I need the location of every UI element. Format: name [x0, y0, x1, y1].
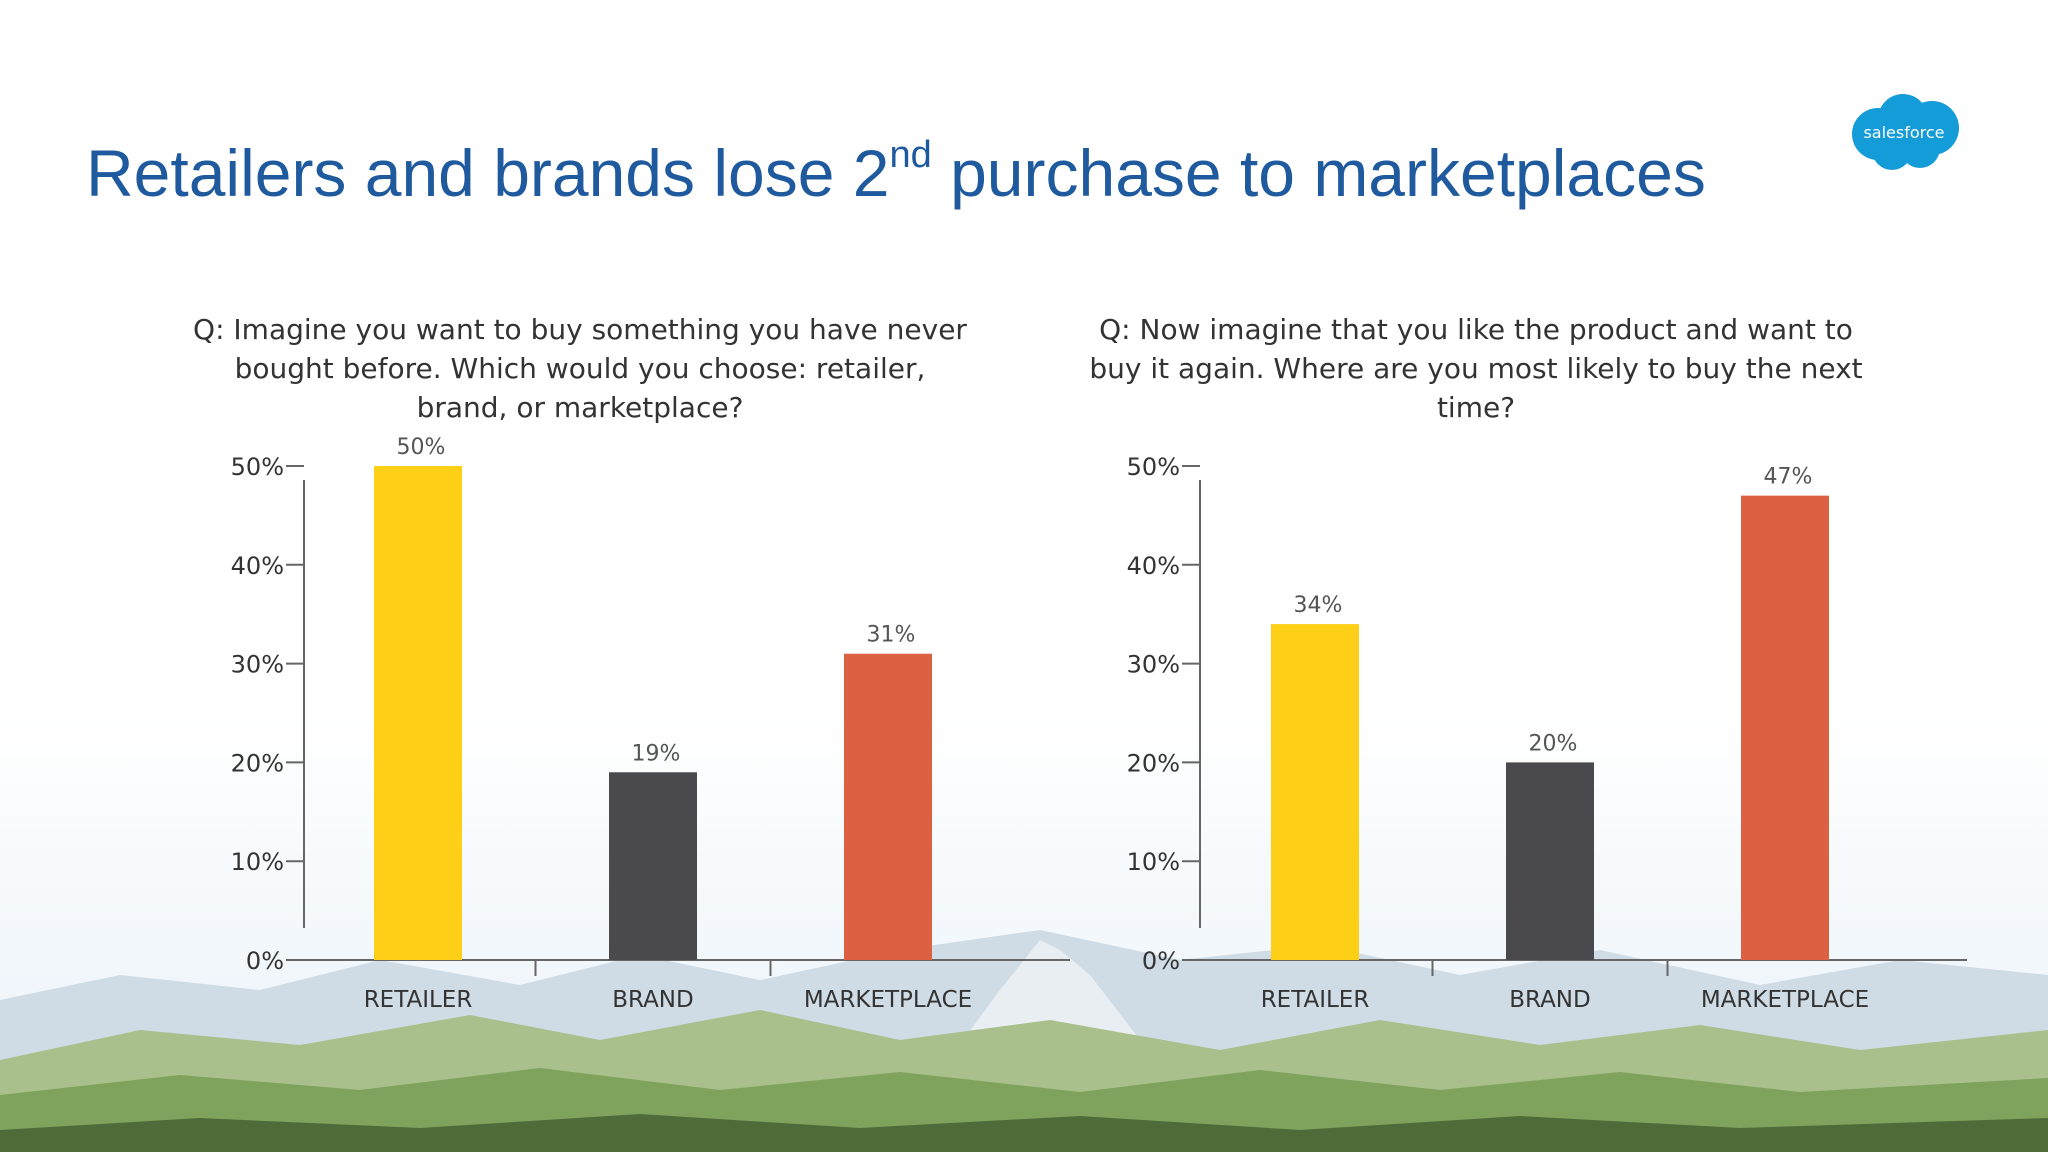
salesforce-logo: salesforce [1852, 94, 1959, 170]
bar-retailer [374, 466, 462, 960]
bar-marketplace [844, 653, 932, 960]
y-tick-label: 20% [1127, 749, 1180, 777]
data-label: 50% [397, 435, 446, 460]
y-tick-label: 40% [1127, 552, 1180, 580]
y-tick-label: 30% [231, 651, 284, 679]
y-tick-label: 0% [1142, 947, 1180, 975]
y-tick-label: 30% [1127, 651, 1180, 679]
bar-brand [1506, 762, 1594, 960]
category-label: MARKETPLACE [1701, 987, 1869, 1013]
svg-text:salesforce: salesforce [1863, 123, 1944, 142]
chart-1-question: Q: Imagine you want to buy something you… [193, 313, 967, 424]
y-tick-label: 10% [231, 848, 284, 876]
y-tick-label: 40% [231, 552, 284, 580]
category-label: RETAILER [364, 987, 473, 1013]
data-label: 47% [1764, 465, 1813, 490]
data-label: 34% [1294, 593, 1343, 618]
bar-marketplace [1741, 495, 1829, 960]
y-tick-label: 50% [1127, 453, 1180, 481]
category-label: BRAND [1509, 987, 1590, 1013]
data-label: 31% [867, 623, 916, 648]
y-tick-label: 50% [231, 453, 284, 481]
category-label: BRAND [612, 987, 693, 1013]
slide-title: Retailers and brands lose 2nd purchase t… [86, 134, 1706, 210]
chart-2-question: Q: Now imagine that you like the product… [1089, 313, 1863, 424]
y-tick-label: 0% [246, 947, 284, 975]
category-label: RETAILER [1261, 987, 1370, 1013]
category-label: MARKETPLACE [804, 987, 972, 1013]
data-label: 19% [632, 741, 681, 766]
data-label: 20% [1529, 731, 1578, 756]
ordinal-suffix: nd [889, 134, 932, 176]
bar-retailer [1271, 624, 1359, 960]
y-tick-label: 10% [1127, 848, 1180, 876]
bar-brand [609, 772, 697, 960]
y-tick-label: 20% [231, 749, 284, 777]
